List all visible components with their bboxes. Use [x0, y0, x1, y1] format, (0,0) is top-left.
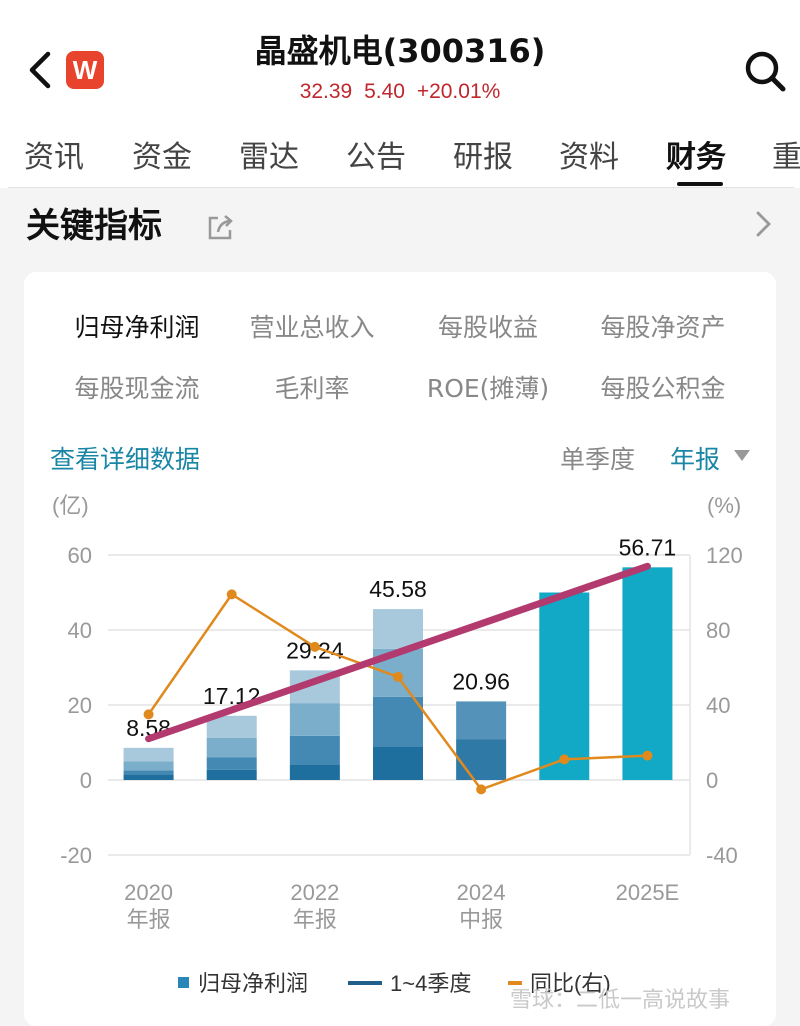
tab-bar: 资讯 资金 雷达 公告 研报 资料 财务 重	[0, 128, 800, 188]
tab-financials[interactable]: 财务	[666, 140, 726, 175]
app-logo: W	[66, 51, 104, 89]
view-details-link[interactable]: 查看详细数据	[50, 445, 201, 474]
period-annual[interactable]: 年报	[670, 445, 721, 474]
chevron-right-icon[interactable]	[750, 208, 776, 240]
metric-gross-margin[interactable]: 毛利率	[274, 374, 350, 403]
section-title: 关键指标	[26, 206, 162, 246]
metric-eps[interactable]: 每股收益	[437, 313, 539, 342]
tab-capital[interactable]: 资金	[132, 140, 192, 175]
metric-cash-flow-per-share[interactable]: 每股现金流	[74, 374, 200, 403]
watermark: 雪球：二低一高说故事	[510, 988, 731, 1013]
metric-reserve-per-share[interactable]: 每股公积金	[600, 374, 726, 403]
price-change: 5.40	[364, 80, 405, 103]
tab-radar[interactable]: 雷达	[239, 140, 299, 175]
metric-bvps[interactable]: 每股净资产	[600, 313, 726, 342]
tab-research[interactable]: 研报	[453, 140, 513, 175]
tab-announcements[interactable]: 公告	[346, 140, 406, 175]
price-change-pct: +20.01%	[416, 80, 501, 103]
dropdown-caret-icon[interactable]	[734, 450, 750, 461]
tab-news[interactable]: 资讯	[24, 140, 84, 175]
metric-roe[interactable]: ROE(摊薄)	[426, 374, 550, 403]
stock-quote: 32.39 5.40 +20.01%	[0, 80, 800, 104]
back-chevron-icon[interactable]	[22, 44, 62, 96]
period-quarterly[interactable]: 单季度	[560, 445, 636, 474]
search-icon[interactable]	[742, 48, 788, 94]
stock-title: 晶盛机电(300316)	[254, 32, 546, 70]
active-tab-indicator	[677, 182, 723, 186]
share-icon[interactable]	[206, 212, 236, 242]
metric-revenue[interactable]: 营业总收入	[249, 313, 375, 342]
metric-net-profit[interactable]: 归母净利润	[74, 313, 200, 342]
divider	[8, 187, 794, 188]
stock-price: 32.39	[299, 80, 353, 103]
tab-profile[interactable]: 资料	[559, 140, 619, 175]
tab-more[interactable]: 重	[772, 140, 800, 175]
top-bar: W 晶盛机电(300316) 32.39 5.40 +20.01% 资讯 资金 …	[0, 0, 800, 188]
